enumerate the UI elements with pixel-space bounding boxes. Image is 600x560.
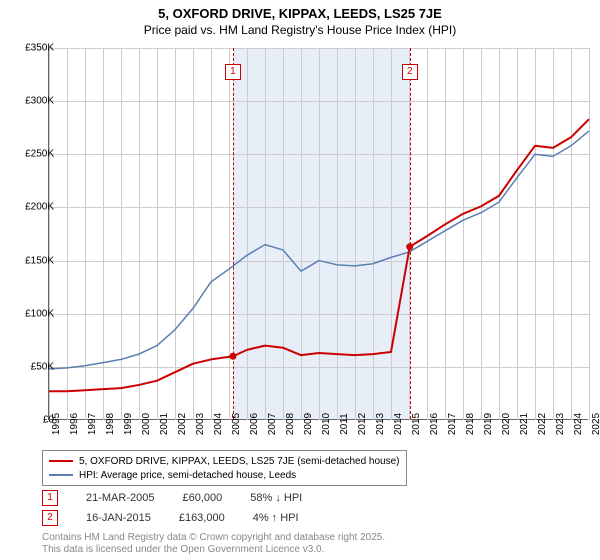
marker-delta: 4% ↑ HPI	[253, 512, 299, 524]
x-tick-label: 2001	[159, 413, 170, 435]
x-tick-label: 2008	[285, 413, 296, 435]
gridline-v	[589, 48, 590, 420]
x-tick-label: 2015	[411, 413, 422, 435]
legend-swatch	[49, 474, 73, 476]
x-tick-label: 2005	[231, 413, 242, 435]
marker-badge: 2	[42, 510, 58, 526]
title-block: 5, OXFORD DRIVE, KIPPAX, LEEDS, LS25 7JE…	[0, 0, 600, 37]
chart-area: 12	[48, 48, 588, 420]
title-line1: 5, OXFORD DRIVE, KIPPAX, LEEDS, LS25 7JE	[0, 6, 600, 21]
x-tick-label: 2018	[465, 413, 476, 435]
x-tick-label: 2024	[573, 413, 584, 435]
marker-date: 16-JAN-2015	[86, 512, 151, 524]
series-hpi	[49, 131, 589, 369]
marker-date: 21-MAR-2005	[86, 492, 154, 504]
x-tick-label: 2002	[177, 413, 188, 435]
x-tick-label: 2009	[303, 413, 314, 435]
x-tick-label: 1995	[51, 413, 62, 435]
legend-label: 5, OXFORD DRIVE, KIPPAX, LEEDS, LS25 7JE…	[79, 456, 400, 467]
legend-label: HPI: Average price, semi-detached house,…	[79, 470, 296, 481]
footer-line2: This data is licensed under the Open Gov…	[42, 544, 385, 556]
footer: Contains HM Land Registry data © Crown c…	[42, 532, 385, 556]
x-tick-label: 2010	[321, 413, 332, 435]
x-tick-label: 2014	[393, 413, 404, 435]
y-tick-label: £250K	[25, 149, 54, 160]
title-line2: Price paid vs. HM Land Registry's House …	[0, 23, 600, 37]
y-tick-label: £100K	[25, 308, 54, 319]
x-tick-label: 2011	[339, 413, 350, 435]
marker-box: 2	[402, 64, 418, 80]
x-tick-label: 2023	[555, 413, 566, 435]
x-tick-label: 2006	[249, 413, 260, 435]
x-tick-label: 2012	[357, 413, 368, 435]
marker-line	[233, 48, 234, 419]
marker-line	[410, 48, 411, 419]
x-tick-label: 2003	[195, 413, 206, 435]
x-tick-label: 2022	[537, 413, 548, 435]
marker-delta: 58% ↓ HPI	[250, 492, 302, 504]
legend-swatch	[49, 460, 73, 462]
x-tick-label: 2019	[483, 413, 494, 435]
x-tick-label: 1996	[69, 413, 80, 435]
x-tick-label: 2017	[447, 413, 458, 435]
marker-price: £163,000	[179, 512, 225, 524]
x-tick-label: 1997	[87, 413, 98, 435]
marker-row: 2 16-JAN-2015 £163,000 4% ↑ HPI	[42, 510, 299, 526]
chart-svg	[49, 48, 588, 419]
marker-price: £60,000	[182, 492, 222, 504]
x-tick-label: 2021	[519, 413, 530, 435]
x-tick-label: 2004	[213, 413, 224, 435]
y-tick-label: £50K	[31, 361, 54, 372]
y-tick-label: £300K	[25, 96, 54, 107]
marker-row: 1 21-MAR-2005 £60,000 58% ↓ HPI	[42, 490, 302, 506]
legend-item: HPI: Average price, semi-detached house,…	[49, 468, 400, 482]
y-tick-label: £200K	[25, 202, 54, 213]
x-tick-label: 1998	[105, 413, 116, 435]
marker-box: 1	[225, 64, 241, 80]
chart-container: 5, OXFORD DRIVE, KIPPAX, LEEDS, LS25 7JE…	[0, 0, 600, 560]
x-tick-label: 2025	[591, 413, 600, 435]
series-property	[49, 119, 589, 391]
y-tick-label: £350K	[25, 43, 54, 54]
legend: 5, OXFORD DRIVE, KIPPAX, LEEDS, LS25 7JE…	[42, 450, 407, 486]
marker-badge: 1	[42, 490, 58, 506]
x-tick-label: 2007	[267, 413, 278, 435]
x-tick-label: 2020	[501, 413, 512, 435]
footer-line1: Contains HM Land Registry data © Crown c…	[42, 532, 385, 544]
x-tick-label: 1999	[123, 413, 134, 435]
y-tick-label: £150K	[25, 255, 54, 266]
legend-item: 5, OXFORD DRIVE, KIPPAX, LEEDS, LS25 7JE…	[49, 454, 400, 468]
x-tick-label: 2016	[429, 413, 440, 435]
x-tick-label: 2000	[141, 413, 152, 435]
x-tick-label: 2013	[375, 413, 386, 435]
